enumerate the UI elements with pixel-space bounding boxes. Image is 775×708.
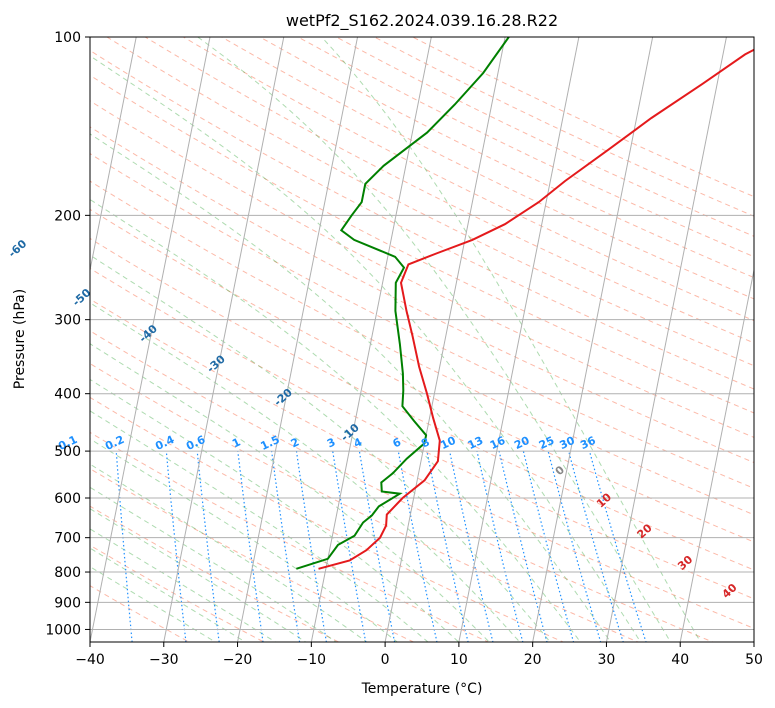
- mixing-ratio-label: 20: [512, 434, 532, 452]
- dry-adiabat: [90, 126, 754, 464]
- x-tick-label: 10: [450, 652, 468, 668]
- moist-adiabat: [90, 55, 642, 642]
- x-tick-label: 20: [524, 652, 542, 668]
- y-tick-label: 900: [54, 595, 81, 611]
- isotherm-line: [753, 639, 754, 642]
- x-tick-label: 50: [745, 652, 763, 668]
- x-tick-label: −40: [75, 652, 105, 668]
- y-tick-label: 1000: [45, 622, 81, 638]
- dewpoint-line: [295, 37, 510, 570]
- grid-lines: [0, 24, 754, 654]
- isotherm-line: [90, 37, 137, 273]
- y-tick-label: 200: [54, 208, 81, 224]
- x-tick-label: 0: [381, 652, 390, 668]
- y-tick-label: 400: [54, 387, 81, 403]
- mixing-ratio-label: 30: [558, 434, 578, 452]
- isotherm-label: -60: [6, 237, 30, 260]
- isotherm-line: [90, 37, 211, 642]
- isotherm-line: [605, 37, 727, 642]
- isotherm-line: [163, 37, 285, 642]
- x-tick-label: −30: [149, 652, 179, 668]
- dry-adiabat: [90, 100, 754, 438]
- dry-adiabat: [90, 431, 490, 642]
- dry-adiabat: [90, 237, 754, 571]
- y-tick-label: 300: [54, 313, 81, 329]
- chart-title: wetPf2_S162.2024.039.16.28.R22: [286, 11, 558, 31]
- dry-adiabat: [90, 396, 565, 642]
- y-tick-label: 100: [54, 30, 81, 46]
- moist-adiabat: [90, 566, 217, 642]
- plot-frame: [89, 36, 755, 643]
- y-axis-label: Pressure (hPa): [12, 289, 28, 389]
- dry-adiabat: [183, 37, 754, 322]
- y-tick-label: 500: [54, 444, 81, 460]
- isotherm-line: [237, 37, 359, 642]
- temperature-line: [318, 48, 754, 570]
- isotherm-line: [0, 24, 65, 654]
- mixing-ratio-label: 16: [488, 434, 508, 452]
- x-tick-label: −10: [297, 652, 327, 668]
- mixing-ratio-label: 10: [438, 434, 458, 452]
- moist-adiabat: [90, 302, 521, 642]
- x-tick-label: 40: [671, 652, 689, 668]
- mixing-ratio-label: 25: [537, 434, 556, 452]
- y-tick-label: 700: [54, 531, 81, 547]
- x-axis-label: Temperature (°C): [361, 681, 483, 697]
- dry-adiabat: [90, 544, 265, 642]
- moist-adiabat: [321, 37, 702, 642]
- moist-adiabat: [90, 547, 247, 642]
- plot-area: [90, 37, 754, 642]
- isotherm-line: [310, 37, 432, 642]
- dry-adiabat: [90, 505, 340, 642]
- y-tick-label: 800: [54, 565, 81, 581]
- isotherm-line: [384, 37, 506, 642]
- y-tick-label: 600: [54, 491, 81, 507]
- isotherm-line: [458, 37, 580, 642]
- moist-adiabat: [90, 463, 368, 642]
- x-tick-label: −20: [223, 652, 253, 668]
- x-tick-label: 30: [598, 652, 616, 668]
- profile-lines: [295, 37, 754, 570]
- axes: −40 −30 −20 −10 0 10 20 30 40 50 100 200 300 400 500 60…: [45, 30, 763, 668]
- mixing-ratio-label: 36: [578, 434, 598, 452]
- mixing-ratio-label: 13: [466, 434, 485, 452]
- isotherm-line: [532, 37, 654, 642]
- isotherm-line: [679, 267, 754, 642]
